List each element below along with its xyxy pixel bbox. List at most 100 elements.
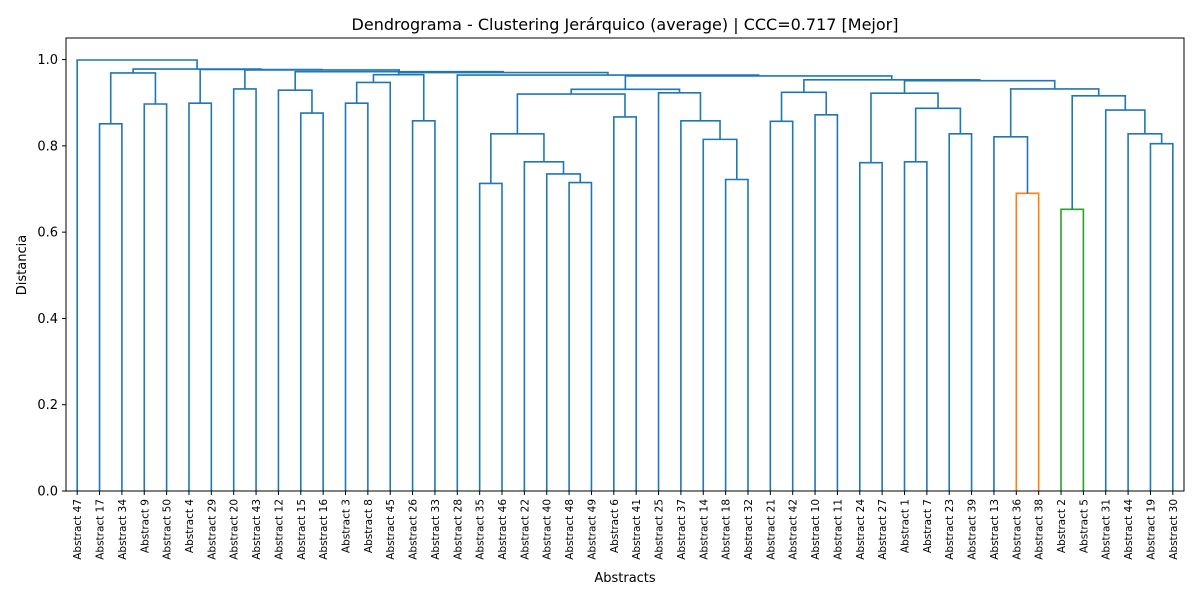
y-axis-ticks: 0.0 0.2 0.4 0.6 0.8 1.0 (37, 53, 66, 500)
leaf-label: Abstract 45 (385, 499, 397, 560)
leaf-label: Abstract 30 (1168, 499, 1180, 560)
dendrogram-link-upper-e (545, 173, 582, 491)
dendrogram-link-leaf-merge-10 (613, 116, 637, 491)
dendrogram-link-leaf-merge-18 (1060, 208, 1085, 491)
dendrogram-link-upper-u (903, 79, 1056, 94)
dendrogram-link-upper-q (1104, 109, 1146, 491)
leaf-label: Abstract 9 (139, 499, 151, 553)
dendrogram-link-upper-b (277, 89, 313, 491)
dendrogram-link-upper-n (914, 107, 962, 162)
dendrogram-link-leaf-merge-11 (724, 178, 749, 491)
dendrogram-link-upper-w (624, 75, 893, 90)
leaf-label: Abstract 42 (788, 499, 800, 560)
leaf-label: Abstract 35 (475, 499, 487, 560)
leaf-label: Abstract 18 (721, 499, 733, 560)
leaf-label: Abstract 6 (609, 499, 621, 553)
leaf-label: Abstract 38 (1034, 499, 1046, 560)
dendrogram-link-upper-f (523, 161, 565, 491)
dendrogram-link-upper-i (702, 138, 738, 491)
dendrogram-link-leaf-merge-8 (478, 182, 503, 491)
y-tick-label: 0.2 (37, 398, 58, 413)
leaf-label: Abstract 33 (430, 499, 442, 560)
leaf-label: Abstract 20 (229, 499, 241, 560)
dendrogram-link-upper-ad (132, 68, 262, 73)
leaf-label: Abstract 25 (654, 499, 666, 560)
dendrogram-link-upper-k (657, 91, 702, 491)
dendrogram-link-leaf-merge-14 (858, 161, 883, 491)
leaf-label: Abstract 3 (341, 499, 353, 553)
leaf-label: Abstract 7 (922, 499, 934, 553)
leaf-label: Abstract 13 (989, 499, 1001, 560)
leaf-label: Abstract 11 (832, 499, 844, 560)
leaf-label: Abstract 47 (72, 499, 84, 560)
dendrogram-link-upper-ab (244, 69, 401, 89)
leaf-label: Abstract 2 (1056, 499, 1068, 553)
dendrogram-link-leaf-merge-15 (903, 161, 928, 491)
leaf-label: Abstract 17 (95, 499, 107, 560)
dendrogram-link-upper-v (803, 79, 981, 93)
leaf-label: Abstract 15 (296, 499, 308, 560)
dendrogram-link-leaf-merge-9 (568, 181, 593, 491)
y-tick-label: 0.4 (37, 312, 58, 327)
dendrogram-link-upper-p (1127, 132, 1163, 491)
leaf-label: Abstract 41 (631, 499, 643, 560)
leaf-label: Abstract 32 (743, 499, 755, 560)
dendrogram-link-leaf-merge-12 (769, 120, 794, 491)
y-tick-label: 1.0 (37, 53, 58, 68)
leaf-label: Abstract 16 (318, 499, 330, 560)
chart-title: Dendrograma - Clustering Jerárquico (ave… (352, 15, 899, 34)
leaf-label: Abstract 21 (765, 499, 777, 560)
dendrogram-link-upper-m (780, 91, 828, 122)
y-tick-label: 0.8 (37, 139, 58, 154)
leaf-label: Abstract 27 (877, 499, 889, 560)
leaf-label: Abstract 36 (1011, 499, 1023, 560)
leaf-label: Abstract 48 (564, 499, 576, 560)
x-axis-label: Abstracts (594, 571, 656, 586)
leaf-label: Abstract 46 (497, 499, 509, 560)
dendrogram-link-upper-y (372, 73, 425, 121)
y-axis-label: Distancia (15, 235, 30, 295)
dendrogram-link-upper-o (870, 92, 939, 163)
dendrogram-link-upper-c (355, 81, 392, 491)
leaf-label: Abstract 26 (408, 499, 420, 560)
leaf-label: Abstract 12 (273, 499, 285, 560)
leaf-label: Abstract 8 (363, 499, 375, 553)
leaf-label: Abstract 31 (1101, 499, 1113, 560)
leaf-label: Abstract 24 (855, 499, 867, 560)
leaf-label: Abstract 4 (184, 499, 196, 553)
y-tick-label: 0.6 (37, 226, 58, 241)
dendrogram-link-leaf-merge-19 (1149, 142, 1174, 491)
leaf-label: Abstract 19 (1145, 499, 1157, 560)
y-tick-label: 0.0 (37, 485, 58, 500)
plot-frame (65, 37, 1185, 492)
leaf-label: Abstract 44 (1123, 499, 1135, 560)
dendrogram-link-leaf-merge-16 (948, 132, 973, 491)
leaf-label: Abstract 43 (251, 499, 263, 560)
dendrogram-link-leaf-merge-5 (299, 112, 324, 491)
dendrogram-link-upper-r (1071, 95, 1127, 210)
dendrogram-link-upper-j (680, 120, 721, 491)
dendrogram-link-upper-ac (199, 68, 323, 104)
dendrogram-link-upper-ae (76, 59, 198, 491)
dendrogram-link-leaf-merge-7 (411, 120, 436, 491)
leaf-label: Abstract 1 (900, 499, 912, 553)
leaf-label: Abstract 34 (117, 499, 129, 560)
dendrogram-link-leaf-merge-17 (1015, 192, 1040, 491)
leaf-label: Abstract 49 (586, 499, 598, 560)
leaf-label: Abstract 22 (519, 499, 531, 560)
leaf-label: Abstract 39 (967, 499, 979, 560)
dendrogram-link-leaf-merge-13 (814, 113, 839, 491)
dendrogram-link-upper-t (1009, 88, 1100, 137)
dendrogram-link-leaf-merge-4 (232, 88, 257, 491)
dendrogram-link-leaf-merge-1 (98, 123, 123, 491)
dendrogram-link-upper-h (516, 93, 626, 134)
dendrogram-link-leaf-merge-2 (143, 103, 168, 491)
leaf-label: Abstract 29 (206, 499, 218, 560)
leaf-label: Abstract 14 (698, 499, 710, 560)
leaf-label: Abstract 37 (676, 499, 688, 560)
leaf-label: Abstract 10 (810, 499, 822, 560)
leaf-label: Abstract 5 (1078, 499, 1090, 553)
dendrogram-link-leaf-merge-6 (344, 102, 369, 491)
